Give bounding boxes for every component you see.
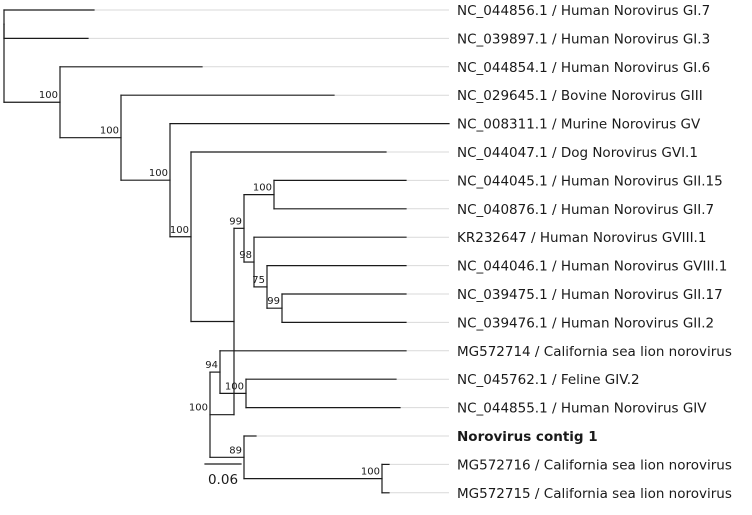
support-value-n_gvi_rest: 100: [170, 225, 189, 236]
support-value-n_gv_rest: 100: [149, 168, 168, 179]
leaf-label-gvi1: NC_044047.1 / Dog Norovirus GVI.1: [457, 145, 698, 161]
leaf-label-mg572714: MG572714 / California sea lion norovirus: [457, 344, 732, 360]
leaf-label-kr232647: KR232647 / Human Norovirus GVIII.1: [457, 230, 706, 246]
leaf-label-mg572716: MG572716 / California sea lion norovirus: [457, 457, 732, 473]
leaf-label-gv: NC_008311.1 / Murine Norovirus GV: [457, 117, 701, 133]
support-value-n_mg_pair: 100: [361, 467, 380, 478]
leaf-label-gviii1: NC_044046.1 / Human Norovirus GVIII.1: [457, 259, 727, 275]
scale-bar-label: 0.06: [208, 472, 238, 488]
leaf-guide-lines: [88, 9, 449, 494]
scale-bar: 0.06: [204, 463, 242, 488]
leaf-label-gi6: NC_044854.1 / Human Norovirus GI.6: [457, 60, 710, 76]
leaf-label-gii7: NC_040876.1 / Human Norovirus GII.7: [457, 202, 714, 218]
tree-branches: [3, 9, 450, 494]
support-value-n_gii_giv: 100: [189, 403, 208, 414]
leaf-label-contig1: Norovirus contig 1: [457, 429, 598, 445]
leaf-label-giv: NC_044855.1 / Human Norovirus GIV: [457, 401, 707, 417]
support-value-n_root_gi6: 100: [39, 90, 58, 101]
leaf-label-giv2: NC_045762.1 / Feline GIV.2: [457, 372, 640, 388]
support-value-n_giii_rest: 100: [100, 126, 119, 137]
support-value-n_kr_rest: 98: [239, 250, 252, 261]
support-value-n_gviii_rest: 75: [252, 275, 265, 286]
leaf-label-giii: NC_029645.1 / Bovine Norovirus GIII: [457, 88, 703, 104]
leaf-label-gii15: NC_044045.1 / Human Norovirus GII.15: [457, 173, 723, 189]
support-value-n_giv_clade: 94: [205, 360, 218, 371]
support-value-n_gii17_gii2: 99: [267, 296, 280, 307]
support-value-n_contig_clade: 89: [229, 445, 242, 456]
leaf-labels: NC_044856.1 / Human Norovirus GI.7 NC_039…: [457, 3, 732, 502]
support-value-n_feline_giv: 100: [225, 381, 244, 392]
support-value-n_gii_big: 99: [229, 216, 242, 227]
leaf-label-gi3: NC_039897.1 / Human Norovirus GI.3: [457, 31, 710, 47]
support-value-n_gii15_gii7: 100: [253, 183, 272, 194]
leaf-label-gii2: NC_039476.1 / Human Norovirus GII.2: [457, 315, 714, 331]
leaf-label-mg572715: MG572715 / California sea lion norovirus: [457, 486, 732, 502]
leaf-label-gii17: NC_039475.1 / Human Norovirus GII.17: [457, 287, 723, 303]
leaf-label-gi7: NC_044856.1 / Human Norovirus GI.7: [457, 3, 710, 19]
